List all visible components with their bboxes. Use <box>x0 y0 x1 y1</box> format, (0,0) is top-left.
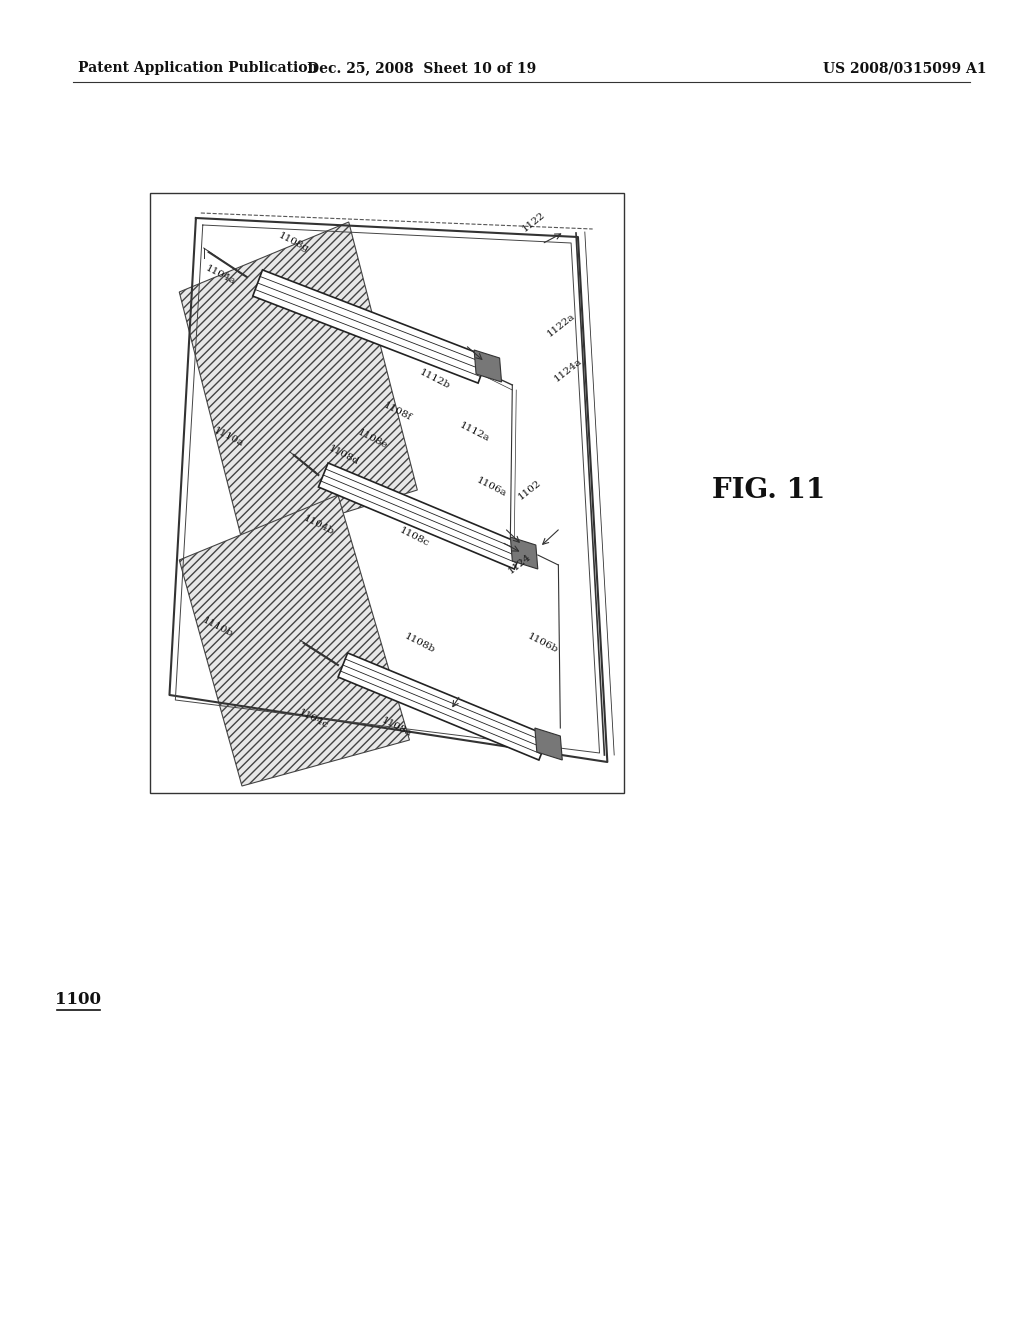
Text: 1108g: 1108g <box>278 231 310 253</box>
Text: 1110a: 1110a <box>212 426 245 449</box>
Text: FIG. 11: FIG. 11 <box>713 477 825 503</box>
Text: Dec. 25, 2008  Sheet 10 of 19: Dec. 25, 2008 Sheet 10 of 19 <box>306 61 536 75</box>
Polygon shape <box>253 269 487 383</box>
Polygon shape <box>179 222 418 544</box>
Polygon shape <box>535 729 562 760</box>
Text: US 2008/0315099 A1: US 2008/0315099 A1 <box>823 61 986 75</box>
Text: 1100: 1100 <box>55 991 101 1008</box>
Polygon shape <box>318 463 524 569</box>
Text: 1108b: 1108b <box>402 632 436 655</box>
Text: 1102: 1102 <box>516 478 543 502</box>
Text: Patent Application Publication: Patent Application Publication <box>79 61 318 75</box>
Text: 1108a: 1108a <box>380 715 413 739</box>
Text: 1104a: 1104a <box>204 264 237 286</box>
Text: 1122a: 1122a <box>546 312 578 338</box>
Text: 1122: 1122 <box>520 210 547 234</box>
Polygon shape <box>510 537 538 569</box>
Text: 1110b: 1110b <box>201 616 234 639</box>
Text: 1112b: 1112b <box>418 368 452 391</box>
Text: 1108d: 1108d <box>327 444 360 467</box>
Text: 1104b: 1104b <box>302 513 335 537</box>
Text: 1124a: 1124a <box>553 356 584 384</box>
Polygon shape <box>338 653 549 760</box>
Text: 1124: 1124 <box>507 552 534 576</box>
Text: 1112a: 1112a <box>459 421 492 444</box>
Polygon shape <box>474 350 502 381</box>
Text: 1108c: 1108c <box>397 525 430 549</box>
Text: 1104c: 1104c <box>297 708 330 731</box>
Text: 1106b: 1106b <box>526 632 560 655</box>
Text: 1108f: 1108f <box>382 401 413 422</box>
Text: 1106a: 1106a <box>475 477 508 499</box>
Polygon shape <box>179 495 410 785</box>
Bar <box>150 193 624 793</box>
Text: 1108e: 1108e <box>355 428 389 451</box>
